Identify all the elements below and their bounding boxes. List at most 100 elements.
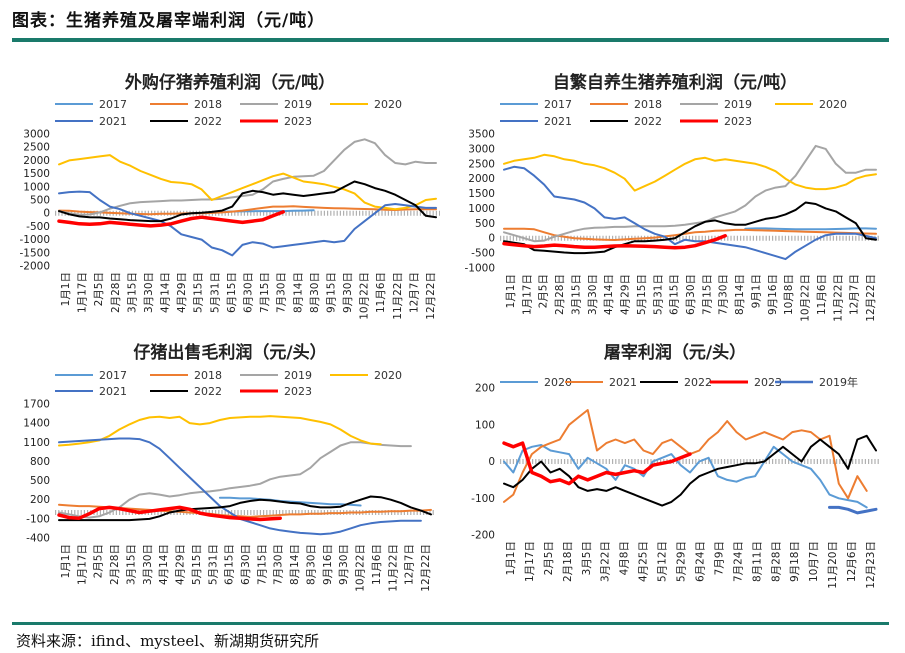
legend-label: 2021 (544, 115, 572, 128)
legend-label: 2017 (99, 369, 127, 382)
series-line-2021 (503, 165, 877, 261)
x-tick-label: 8月14日 (734, 274, 746, 315)
y-tick-label: 500 (475, 218, 495, 230)
y-tick-label: 1000 (23, 181, 50, 193)
x-tick-label: 3月15日 (126, 272, 138, 313)
legend-label: 2023 (284, 385, 312, 398)
series-line-2022 (503, 434, 877, 507)
series-line-2021 (503, 409, 868, 503)
header-divider (12, 38, 889, 42)
x-tick-label: 3月15日 (570, 274, 582, 315)
legend-label: 2022 (634, 115, 662, 128)
x-tick-label: 7月30日 (276, 272, 288, 313)
x-tick-label: 6月30日 (243, 272, 255, 313)
x-tick-label: 12月23日 (865, 541, 877, 589)
x-tick-label: 12月22日 (865, 274, 877, 322)
x-tick-label: 2月18日 (562, 541, 574, 582)
x-tick-label: 3月22日 (600, 541, 612, 582)
report-header: 图表：生猪养殖及屠宰端利润（元/吨） (0, 0, 905, 44)
y-tick-label: 3000 (23, 129, 50, 141)
x-tick-label: 8月30日 (309, 272, 321, 313)
x-tick-label: 1月1日 (505, 541, 517, 575)
x-tick-label: 12月6日 (846, 541, 858, 582)
y-tick-label: -1500 (19, 247, 50, 259)
legend-label: 2017 (99, 98, 127, 111)
x-tick-label: 4月14日 (160, 272, 172, 313)
x-tick-label: 7月15日 (701, 274, 713, 315)
y-tick-label: 2500 (468, 158, 495, 170)
y-tick-label: -200 (471, 530, 495, 542)
y-tick-label: 500 (30, 195, 50, 207)
y-tick-label: 200 (475, 383, 495, 395)
series-line-2020 (503, 444, 868, 509)
x-tick-label: 2月28日 (110, 272, 122, 313)
series-line-2018 (58, 205, 437, 216)
y-tick-label: -2000 (19, 261, 50, 273)
x-tick-label: 2月5日 (538, 274, 550, 308)
x-tick-label: 11月6日 (371, 544, 383, 585)
y-tick-label: 0 (488, 233, 495, 245)
legend-label: 2023 (724, 115, 752, 128)
x-tick-label: 7月30日 (273, 544, 285, 585)
x-tick-label: 11月22日 (387, 544, 399, 592)
legend-label: 2023 (284, 115, 312, 128)
x-tick-label: 4月8日 (619, 541, 631, 575)
x-tick-label: 11月22日 (392, 272, 404, 320)
legend-label: 2022 (194, 385, 222, 398)
legend-label: 2021 (99, 115, 127, 128)
chart-panel-purchased-piglet-profit: 外购仔猪养殖利润（元/吨） 2017 2018 2019 2020 2021 2022 202… (19, 72, 440, 320)
y-tick-label: 0 (488, 456, 495, 468)
x-tick-label: 11月6日 (375, 272, 387, 313)
x-tick-label: 2月28日 (109, 544, 121, 585)
x-tick-label: 6月15日 (669, 274, 681, 315)
series-line-2019 (503, 144, 877, 243)
series-line-2021 (58, 190, 437, 257)
y-tick-label: -1000 (464, 263, 495, 275)
y-tick-label: 1000 (468, 203, 495, 215)
y-tick-label: 1500 (23, 168, 50, 180)
legend-label: 2021 (609, 376, 637, 389)
x-tick-label: 5月31日 (209, 272, 221, 313)
series-line-2022 (58, 180, 437, 223)
x-tick-label: 6月15日 (224, 544, 236, 585)
legend-label: 2019 (284, 98, 312, 111)
x-tick-label: 7月15日 (259, 272, 271, 313)
y-tick-label: 2000 (468, 173, 495, 185)
x-tick-label: 1月1日 (505, 274, 517, 308)
x-tick-label: 8月30日 (305, 544, 317, 585)
x-tick-label: 6月30日 (240, 544, 252, 585)
x-tick-label: 12月22日 (425, 272, 437, 320)
x-tick-label: 4月14日 (603, 274, 615, 315)
x-tick-label: 3月30日 (143, 272, 155, 313)
legend-label: 2022 (194, 115, 222, 128)
x-tick-label: 2月5日 (93, 544, 105, 578)
footer-divider (12, 622, 889, 625)
x-tick-label: 12月7日 (849, 274, 861, 315)
y-tick-label: 1500 (468, 188, 495, 200)
series-line-2020 (503, 153, 877, 192)
x-tick-label: 10月22日 (800, 274, 812, 322)
legend-label: 2020 (374, 369, 402, 382)
x-tick-label: 10月22日 (359, 272, 371, 320)
y-tick-label: 2500 (23, 142, 50, 154)
series-line-2022 (58, 495, 432, 522)
series-line-2019年 (828, 505, 878, 515)
x-tick-label: 5月31日 (207, 544, 219, 585)
y-tick-label: -500 (471, 248, 495, 260)
legend-label: 2020 (374, 98, 402, 111)
x-tick-label: 7月24日 (732, 541, 744, 582)
legend-label: 2019年 (819, 375, 858, 389)
x-tick-label: 5月12日 (657, 541, 669, 582)
source-note: 资料来源：ifind、mysteel、新湖期货研究所 (16, 632, 320, 650)
x-tick-label: 1月17日 (77, 272, 89, 313)
x-tick-label: 4月25日 (638, 541, 650, 582)
x-tick-label: 9月16日 (322, 544, 334, 585)
x-tick-label: 3月15日 (125, 544, 137, 585)
chart-panel-slaughter-profit: 屠宰利润（元/头） 2020 2021 2022 2023 2019年 200 100 0 -10… (471, 342, 880, 589)
x-tick-label: 9月1日 (750, 274, 762, 308)
x-tick-label: 7月15日 (256, 544, 268, 585)
series-line-2019 (58, 138, 437, 216)
x-tick-label: 4月14日 (158, 544, 170, 585)
x-tick-label: 1月1日 (60, 544, 72, 578)
x-tick-label: 6月30日 (685, 274, 697, 315)
